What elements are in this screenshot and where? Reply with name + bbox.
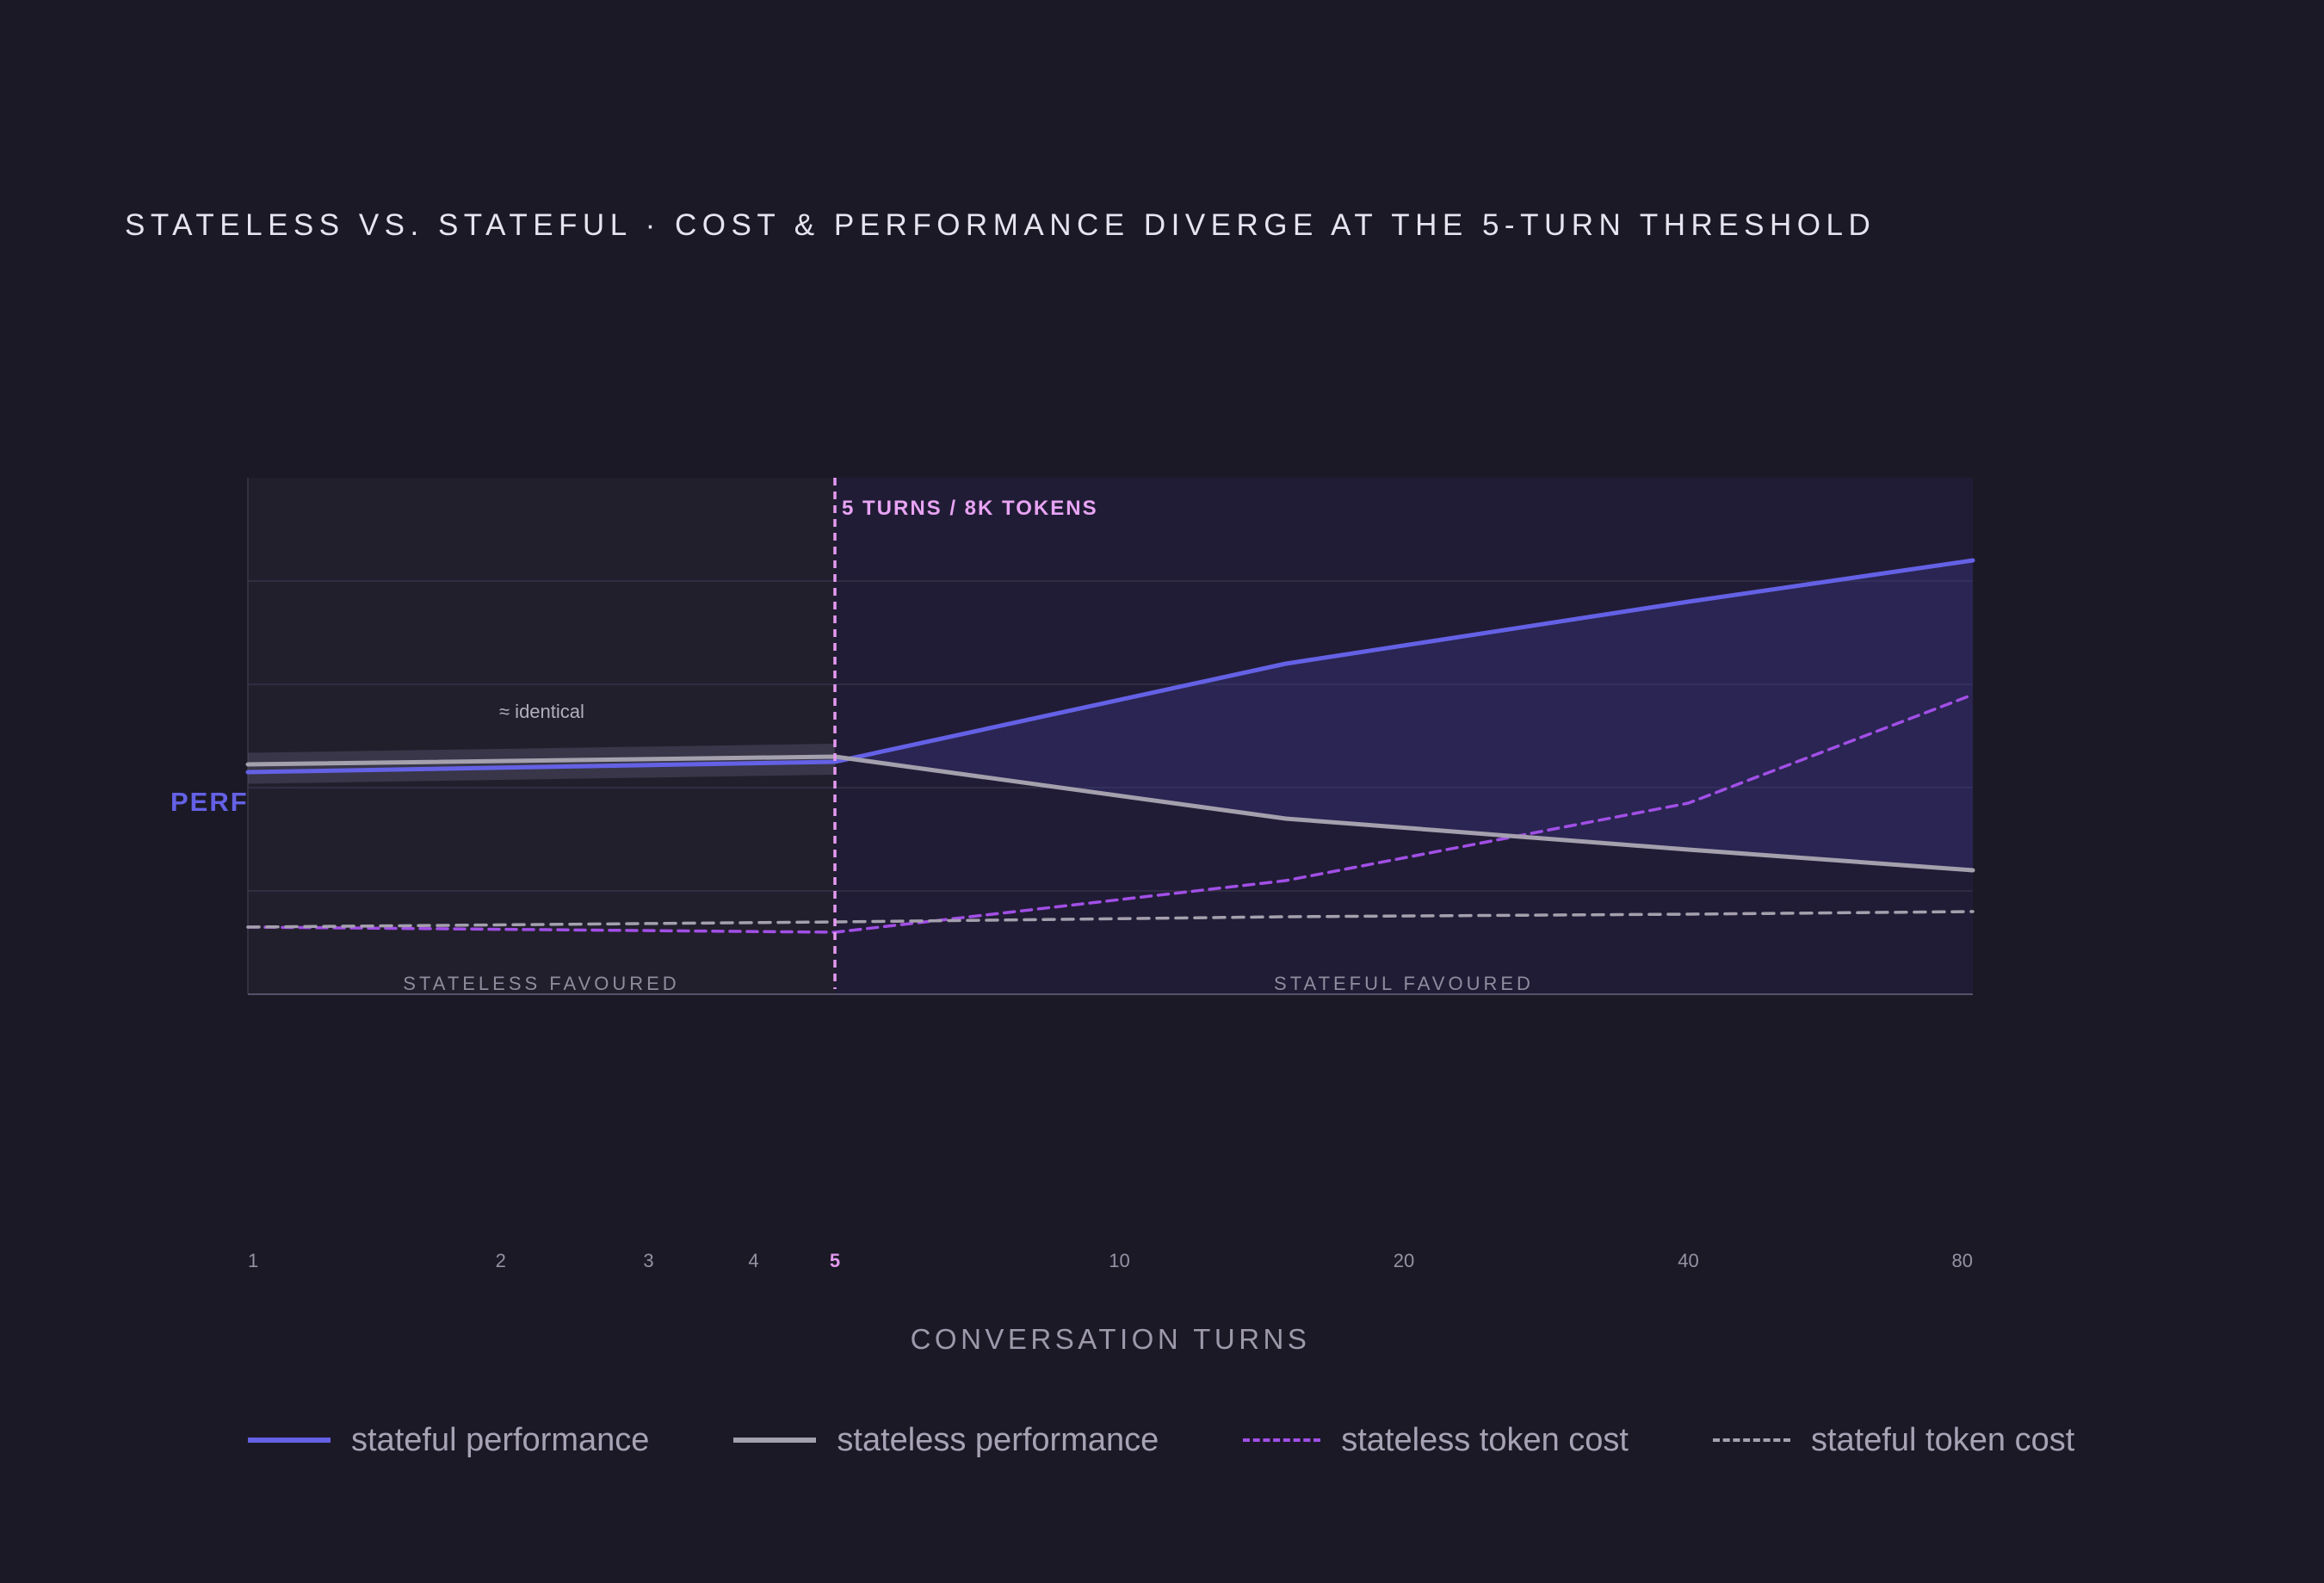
legend-swatch bbox=[733, 1438, 817, 1443]
legend-label: stateful token cost bbox=[1810, 1421, 2075, 1458]
x-tick-label: 2 bbox=[496, 1250, 506, 1271]
legend-item: stateful performance bbox=[248, 1422, 649, 1459]
identical-annotation: ≈ identical bbox=[499, 701, 584, 722]
legend-item: stateless token cost bbox=[1243, 1422, 1629, 1459]
legend-label: stateless performance bbox=[837, 1421, 1159, 1458]
x-tick-label: 3 bbox=[643, 1250, 653, 1271]
identical-band bbox=[248, 744, 835, 784]
x-tick-label: 20 bbox=[1394, 1250, 1414, 1271]
x-tick-labels: 1 2 3 4 5 10 20 40 80 bbox=[248, 1250, 1973, 1271]
stateful-region bbox=[835, 478, 1973, 994]
legend-label: stateless token cost bbox=[1341, 1421, 1629, 1458]
legend-swatch bbox=[1243, 1438, 1321, 1442]
legend-swatch bbox=[1712, 1438, 1790, 1442]
legend-item: stateless performance bbox=[733, 1422, 1159, 1459]
x-tick-label: 10 bbox=[1109, 1250, 1129, 1271]
series-line-stateless-performance bbox=[245, 754, 1975, 873]
legend-swatch bbox=[248, 1438, 331, 1443]
divergence-fill bbox=[835, 560, 1973, 870]
x-tick-label: 4 bbox=[748, 1250, 758, 1271]
x-tick-label: 40 bbox=[1678, 1250, 1698, 1271]
threshold-label: 5 TURNS / 8K TOKENS bbox=[842, 497, 1098, 520]
x-tick-label: 80 bbox=[1952, 1250, 1973, 1271]
chart-text: 5 TURNS / 8K TOKENS ≈ identical PERF STATEL… bbox=[170, 497, 1534, 994]
x-axis-title: CONVERSATION TURNS bbox=[910, 1323, 1311, 1355]
legend: stateful performance stateless performanc… bbox=[248, 1414, 2074, 1466]
series-line-stateful-token-cost bbox=[246, 910, 1975, 929]
region-label-left: STATELESS FAVOURED bbox=[403, 973, 679, 994]
stateless-region bbox=[248, 478, 835, 994]
region-label-right: STATEFUL FAVOURED bbox=[1274, 973, 1534, 994]
legend-label: stateful performance bbox=[351, 1421, 650, 1458]
x-tick-label: 5 bbox=[830, 1250, 840, 1271]
series-lines bbox=[245, 558, 1975, 934]
series-line-stateful-performance bbox=[245, 558, 1975, 775]
y-axis-label: PERF bbox=[170, 787, 249, 817]
plot-background bbox=[248, 478, 1973, 994]
divergence-bands bbox=[248, 560, 1973, 870]
series-line-stateless-token-cost bbox=[246, 693, 1975, 934]
chart-title: STATELESS VS. STATEFUL · COST & PERFORMA… bbox=[125, 208, 1876, 242]
legend-item: stateful token cost bbox=[1712, 1421, 2075, 1459]
gridlines bbox=[247, 478, 1973, 995]
x-tick-label: 1 bbox=[248, 1250, 258, 1271]
